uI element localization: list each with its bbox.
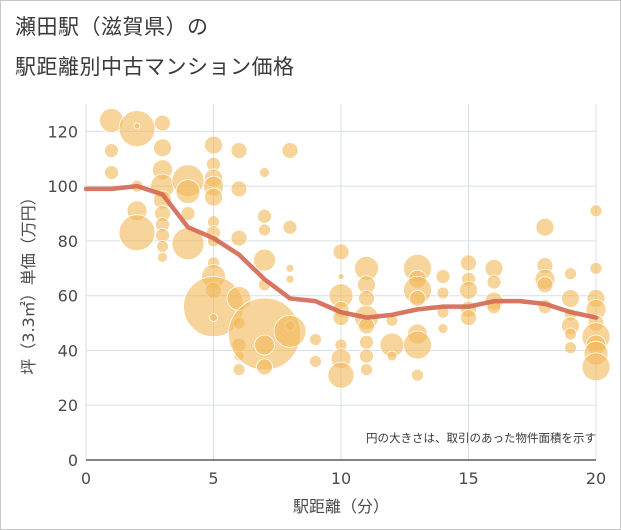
bubble-point [282, 219, 298, 235]
bubble-point [281, 142, 299, 159]
y-tick-label: 120 [47, 122, 78, 141]
y-tick-label: 40 [58, 341, 78, 360]
x-tick-label: 10 [331, 469, 351, 488]
y-tick-label: 100 [47, 177, 78, 196]
bubble-point [436, 286, 450, 300]
bubble-point [403, 330, 432, 360]
bubble-point [535, 217, 555, 237]
x-tick-label: 0 [81, 469, 91, 488]
bubble-point [581, 352, 611, 382]
bubble-point [180, 206, 196, 221]
chart-title-line-1: 瀬田駅（滋賀県）の [15, 15, 209, 39]
bubble-point [589, 204, 603, 218]
bubble-point [460, 254, 477, 272]
bubble-point [204, 187, 223, 207]
bubbles-layer [99, 108, 611, 389]
bubble-point [332, 243, 350, 261]
y-tick-label: 0 [68, 451, 78, 470]
bubble-point [157, 251, 168, 263]
bubble-point [589, 261, 603, 275]
bubble-point [337, 273, 345, 280]
bubble-point [254, 334, 275, 356]
x-tick-label: 20 [586, 469, 606, 488]
bubble-point [409, 290, 426, 307]
bubble-point [259, 167, 270, 178]
bubble-point [153, 138, 172, 158]
y-tick-label: 80 [58, 232, 78, 251]
bubble-point [133, 122, 141, 130]
bubble-point [118, 214, 156, 252]
bubble-point [459, 280, 478, 300]
bubble-point [327, 361, 355, 389]
x-tick-label: 5 [208, 469, 218, 488]
bubble-point [256, 358, 273, 376]
bubble-point [154, 114, 171, 132]
bubble-point [230, 142, 248, 159]
bubble-point [156, 239, 169, 253]
bubble-point [104, 165, 119, 180]
bubble-point [359, 334, 374, 350]
bubble-point [309, 333, 322, 346]
bubble-point [536, 276, 554, 294]
bubble-point [358, 290, 375, 307]
bubble-point [564, 267, 577, 281]
chart-title-line-2: 駅距離別中古マンション価格 [15, 55, 295, 79]
tick-labels: 0 20 40 60 80 100 120 0 5 10 15 20 [47, 122, 606, 488]
trend-line-layer [83, 183, 599, 320]
average-price-line [83, 183, 599, 320]
bubble-point [232, 363, 246, 377]
bubble-point [285, 274, 295, 284]
x-axis-label: 駅距離（分） [293, 497, 389, 516]
bubble-point [204, 135, 223, 155]
bubble-point [358, 317, 375, 335]
bubble-point [460, 309, 477, 327]
bubble-point [561, 289, 580, 308]
bubble-point [230, 229, 248, 247]
bubble-point [359, 348, 374, 364]
bubble-size-note: 円の大きさは、取引のあった物件面積を示す [366, 431, 596, 445]
y-axis-label: 坪（3.3㎡）単価（万円） [19, 189, 38, 374]
bubble-point [209, 313, 218, 323]
y-tick-label: 20 [58, 396, 78, 415]
bubble-point [309, 355, 322, 368]
bubble-point [486, 274, 502, 290]
bubble-point [564, 341, 577, 355]
bubble-point [435, 269, 451, 284]
bubble-point [273, 314, 307, 348]
bubble-point [564, 327, 577, 341]
bubble-point [437, 323, 449, 334]
bubble-point [230, 180, 248, 198]
bubble-point [258, 223, 271, 237]
bubble-point [386, 350, 398, 362]
bubble-point [411, 368, 424, 382]
bubble-point [285, 263, 295, 273]
bubble-point [175, 179, 201, 205]
bubble-point [104, 143, 119, 158]
bubble-point [257, 208, 272, 224]
bubble-point [360, 363, 373, 377]
y-tick-label: 60 [58, 287, 78, 306]
x-tick-label: 15 [458, 469, 478, 488]
bubble-point [253, 248, 276, 272]
